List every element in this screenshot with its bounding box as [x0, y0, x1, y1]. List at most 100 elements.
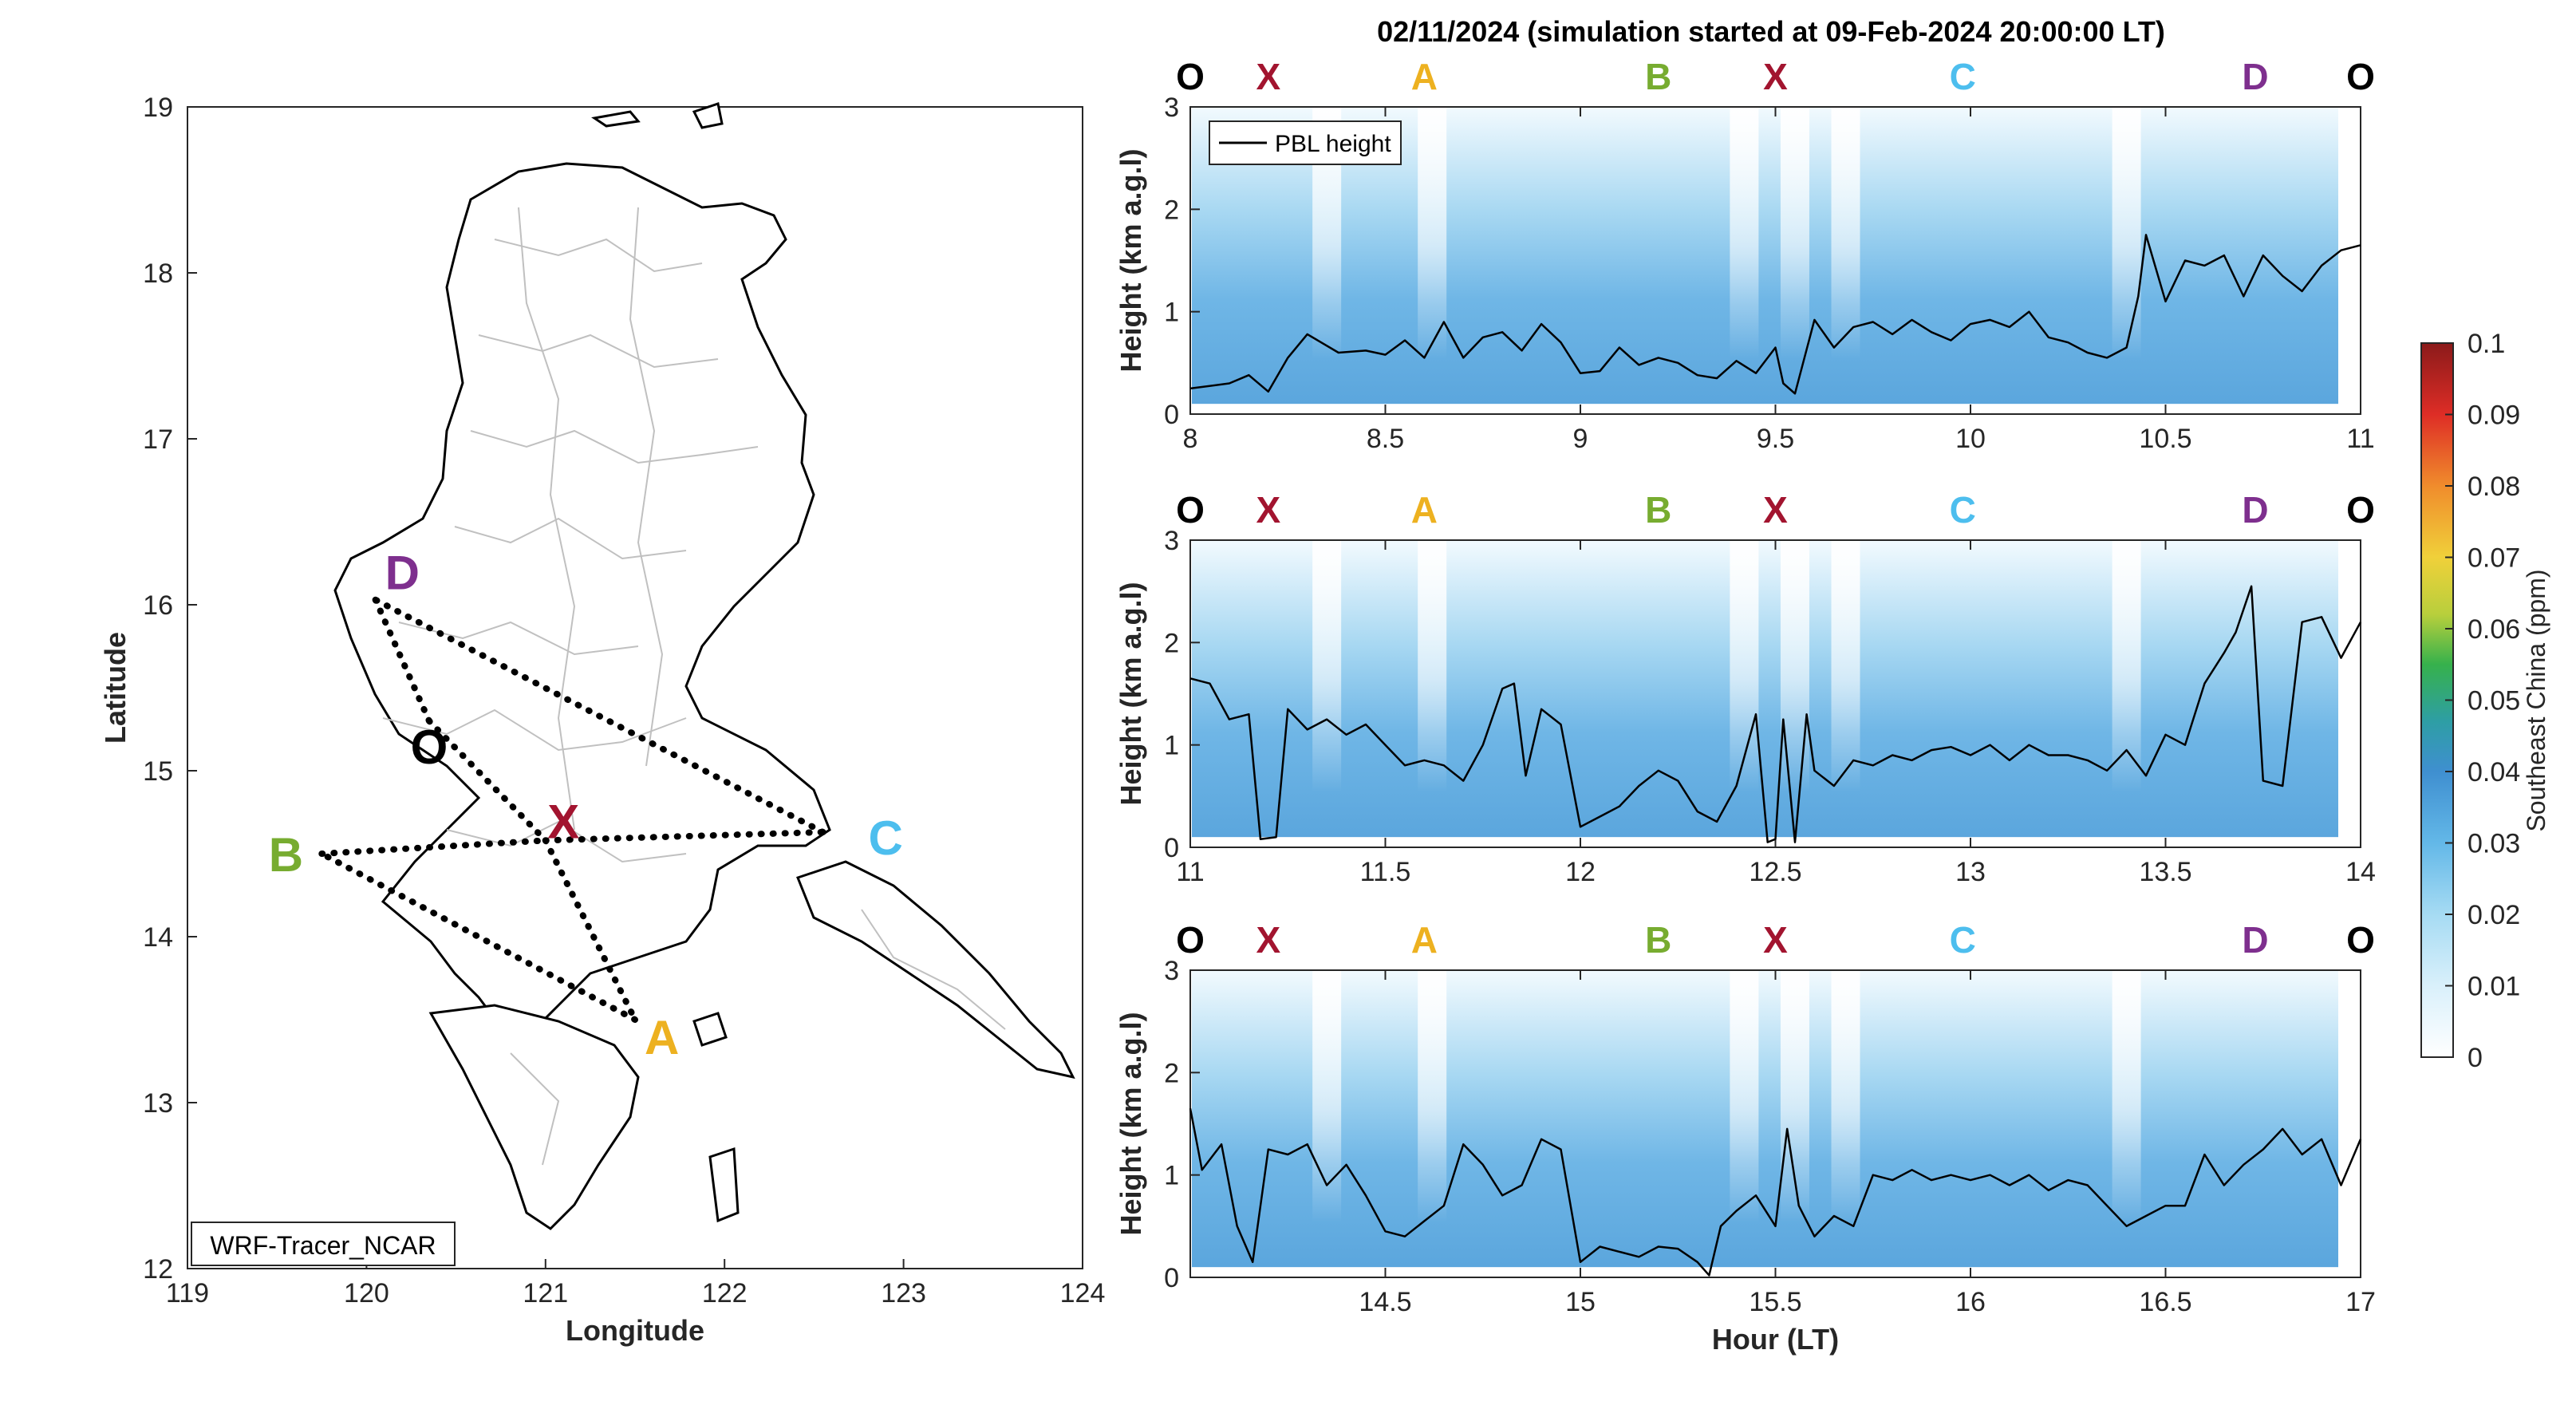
- low-concentration-column: [1418, 540, 1447, 793]
- colorbar-label: Southeast China (ppm): [2522, 569, 2550, 831]
- waypoint-label-c: C: [1950, 56, 1976, 97]
- map-waypoint-o: O: [411, 720, 448, 774]
- route-segment: [425, 717, 549, 844]
- waypoint-label-x: X: [1256, 919, 1280, 961]
- xtick-label: 11: [2346, 424, 2374, 454]
- xtick-label: 16.5: [2139, 1287, 2191, 1317]
- xlabel: Hour (LT): [1712, 1323, 1839, 1356]
- ytick-label: 2: [1164, 628, 1179, 658]
- waypoint-label-x: X: [1256, 489, 1280, 531]
- map-xtick-label: 122: [702, 1278, 748, 1308]
- pbl-height-line: [1189, 234, 2361, 395]
- xtick-label: 9: [1573, 424, 1588, 454]
- map-ytick-label: 14: [143, 922, 173, 953]
- tracer-field: [1192, 540, 2338, 838]
- waypoint-label-d: D: [2242, 919, 2268, 961]
- xtick-label: 13: [1955, 857, 1986, 887]
- low-concentration-column: [1418, 970, 1447, 1223]
- xtick-label: 9.5: [1757, 424, 1794, 454]
- low-concentration-column: [1831, 540, 1860, 793]
- ytick-label: 2: [1164, 195, 1179, 225]
- xtick-label: 10.5: [2139, 424, 2191, 454]
- xtick-label: 11: [1176, 857, 1204, 887]
- low-concentration-column: [2112, 540, 2141, 793]
- waypoint-label-b: B: [1645, 489, 1671, 531]
- waypoint-label-o: O: [2346, 56, 2375, 97]
- colorbar-tick-label: 0.01: [2468, 972, 2520, 1002]
- route-segment: [372, 596, 826, 835]
- xtick-label: 8.5: [1367, 424, 1404, 454]
- ylabel: Height (km a.g.l): [1114, 582, 1147, 805]
- waypoint-label-x: X: [1763, 489, 1788, 531]
- waypoint-label-o: O: [1176, 56, 1205, 97]
- colorbar-tick-label: 0.02: [2468, 900, 2520, 930]
- annotation-box: [191, 1222, 456, 1266]
- low-concentration-column: [1780, 540, 1809, 793]
- heatmap-panel-1: 8 8.5 9 9.5 10 10.5 11 0 1 2 3 Height (km a.g.l) O X A…: [1114, 56, 2375, 454]
- colorbar-tick-label: 0.07: [2468, 543, 2520, 574]
- map-waypoint-a: A: [645, 1011, 679, 1064]
- colorbar-tick-label: 0.05: [2468, 686, 2520, 716]
- heatmap-panel-3: 14.5 15 15.5 16 16.5 17 0 1 2 3 Height (km a.g.l) H…: [1114, 919, 2376, 1356]
- map-waypoint-b: B: [269, 828, 303, 882]
- colorbar-tick-label: 0: [2468, 1043, 2483, 1073]
- map-waypoint-x: X: [547, 795, 579, 848]
- figure-title: 02/11/2024 (simulation started at 09-Feb…: [1377, 15, 2165, 48]
- low-concentration-column: [1831, 970, 1860, 1223]
- low-concentration-column: [2112, 970, 2141, 1223]
- mindoro-landmass: [428, 1004, 640, 1230]
- small-island: [692, 102, 724, 129]
- xtick-label: 17: [2345, 1287, 2376, 1317]
- route-segment: [318, 837, 549, 857]
- waypoint-label-d: D: [2242, 56, 2268, 97]
- map-xtick-label: 121: [523, 1278, 568, 1308]
- waypoint-label-x: X: [1256, 56, 1280, 97]
- waypoint-label-a: A: [1411, 919, 1438, 961]
- xtick-label: 15.5: [1749, 1287, 1801, 1317]
- map-ticks: 119 120 121 122 123 124 12 13 14 15 16 17 18 19: [143, 93, 1105, 1308]
- low-concentration-column: [1730, 540, 1759, 793]
- map-route: [318, 596, 826, 1023]
- legend: PBL height: [1209, 120, 1402, 165]
- low-concentration-column: [1418, 107, 1447, 360]
- waypoint-label-c: C: [1950, 489, 1976, 531]
- colorbar-tick-label: 0.03: [2468, 829, 2520, 859]
- map-ytick-label: 13: [143, 1088, 173, 1119]
- xtick-label: 8: [1183, 424, 1198, 454]
- model-annotation: WRF-Tracer_NCAR: [210, 1231, 436, 1260]
- low-concentration-column: [1831, 107, 1860, 360]
- colorbar-tick-label: 0.09: [2468, 401, 2520, 431]
- low-concentration-column: [1730, 107, 1759, 360]
- map-ytick-label: 16: [143, 590, 173, 621]
- admin-borders: [382, 207, 1006, 1166]
- map-xlabel: Longitude: [566, 1314, 704, 1347]
- colorbar-tick-label: 0.06: [2468, 614, 2520, 645]
- ytick-label: 1: [1164, 298, 1179, 328]
- waypoint-label-o: O: [1176, 919, 1205, 961]
- map-waypoint-c: C: [868, 811, 902, 865]
- colorbar-tick-label: 0.04: [2468, 757, 2520, 787]
- xtick-label: 10: [1955, 424, 1986, 454]
- xtick-label: 14.5: [1359, 1287, 1411, 1317]
- waypoint-label-x: X: [1763, 56, 1788, 97]
- waypoint-label-d: D: [2242, 489, 2268, 531]
- ytick-label: 2: [1164, 1058, 1179, 1088]
- low-concentration-column: [1312, 540, 1342, 793]
- colorbar-ticks: 0 0.01 0.02 0.03 0.04 0.05 0.06 0.07 0.08 0.09 0.1: [2445, 329, 2520, 1073]
- map-ytick-label: 19: [143, 93, 173, 123]
- xtick-label: 15: [1565, 1287, 1596, 1317]
- xtick-label: 11.5: [1360, 857, 1411, 887]
- route-segment: [318, 851, 638, 1023]
- xtick-label: 12: [1565, 857, 1596, 887]
- map-xtick-label: 120: [344, 1278, 389, 1308]
- map-ylabel: Latitude: [99, 632, 132, 744]
- ytick-label: 3: [1164, 526, 1179, 556]
- xtick-label: 14: [2345, 857, 2376, 887]
- bicol-landmass: [796, 860, 1075, 1079]
- colorbar-tick-label: 0.08: [2468, 472, 2520, 502]
- legend-entry: PBL height: [1275, 131, 1391, 157]
- colorbar-tick-label: 0.1: [2468, 329, 2505, 359]
- map-ytick-label: 18: [143, 259, 173, 289]
